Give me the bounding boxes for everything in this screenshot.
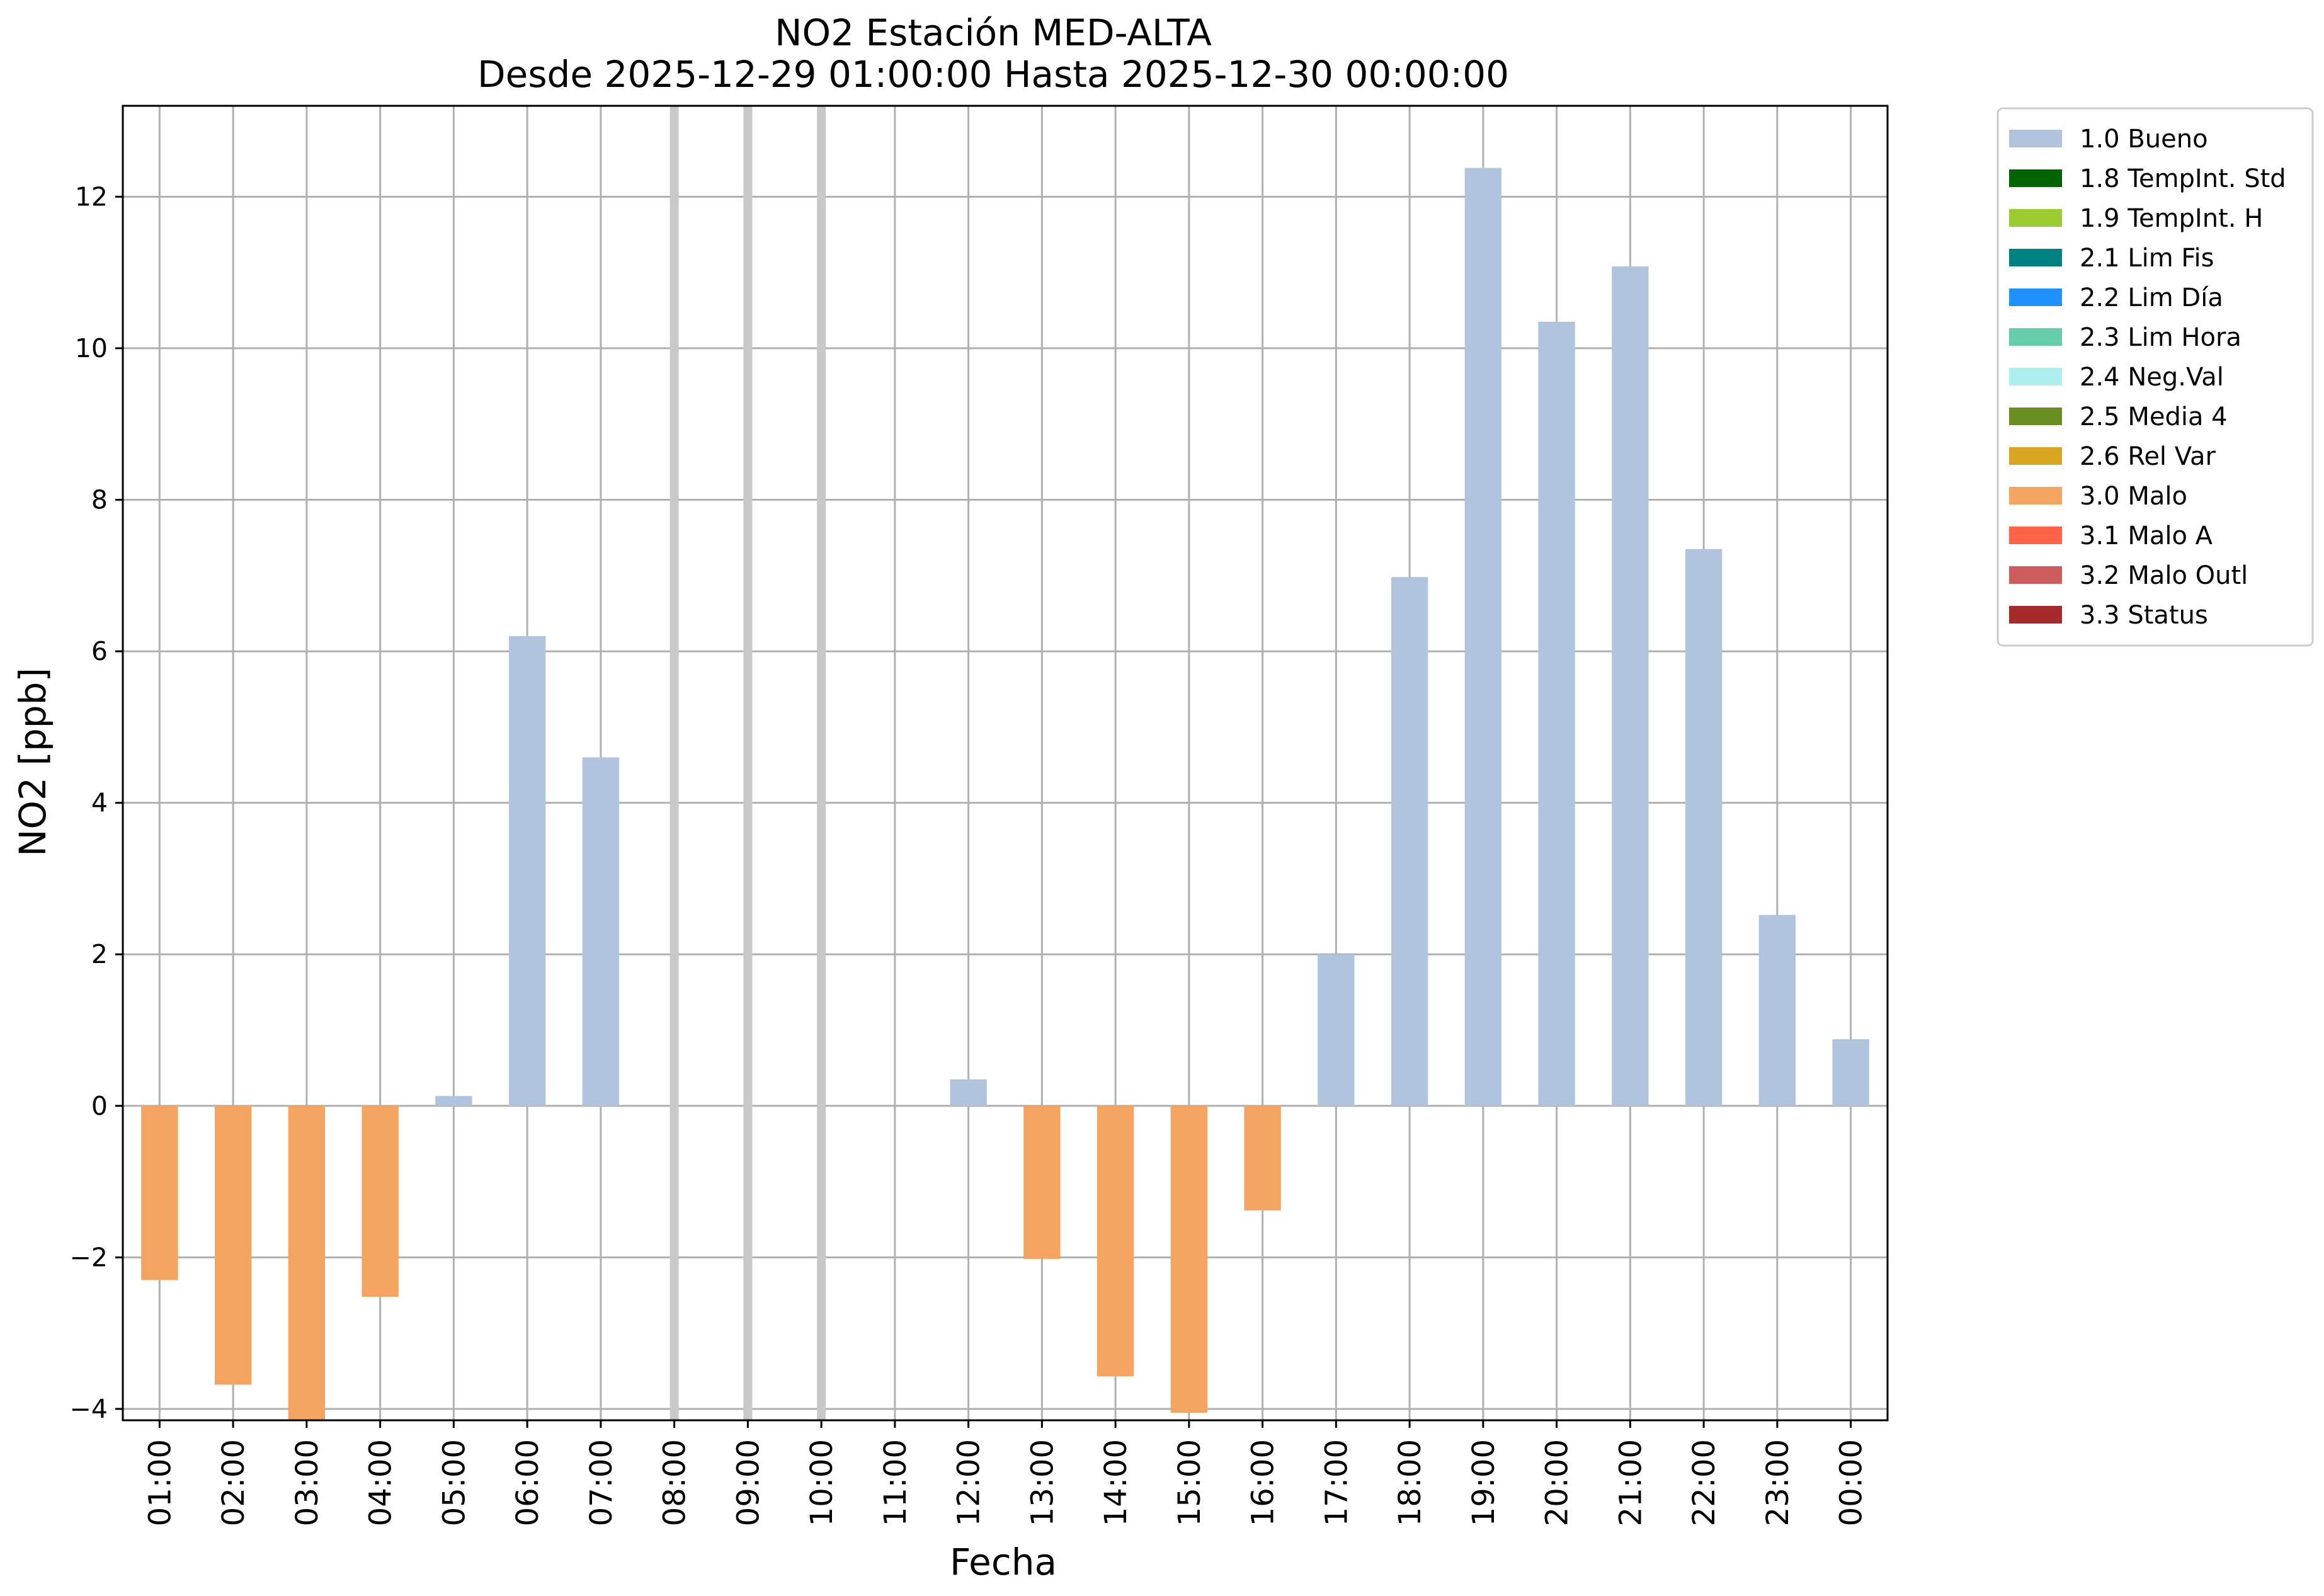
x-tick-label: 22:00 bbox=[1687, 1439, 1722, 1526]
x-axis-label: Fecha bbox=[950, 1541, 1057, 1583]
legend-label: 1.9 TempInt. H bbox=[2080, 204, 2263, 233]
legend-swatch bbox=[2009, 130, 2062, 147]
legend-label: 3.2 Malo Outl bbox=[2080, 561, 2248, 590]
legend-label: 2.6 Rel Var bbox=[2080, 442, 2216, 471]
bar bbox=[1096, 1105, 1134, 1377]
legend-swatch bbox=[2009, 209, 2062, 227]
legend-label: 1.8 TempInt. Std bbox=[2080, 164, 2286, 193]
x-tick-label: 13:00 bbox=[1025, 1439, 1060, 1526]
x-tick-label: 03:00 bbox=[290, 1439, 325, 1526]
bar bbox=[1832, 1039, 1869, 1106]
missing-data-markers bbox=[669, 106, 826, 1420]
x-tick-label: 02:00 bbox=[216, 1439, 251, 1526]
legend-label: 2.1 Lim Fis bbox=[2080, 244, 2214, 273]
legend-label: 3.1 Malo A bbox=[2080, 522, 2213, 550]
legend-swatch bbox=[2009, 447, 2062, 465]
chart-title: NO2 Estación MED-ALTA bbox=[775, 11, 1212, 54]
bar bbox=[141, 1105, 178, 1280]
x-tick-label: 04:00 bbox=[363, 1439, 399, 1526]
legend-label: 2.3 Lim Hora bbox=[2080, 323, 2241, 352]
bar bbox=[508, 636, 546, 1106]
legend-swatch bbox=[2009, 288, 2062, 306]
legend-label: 2.2 Lim Día bbox=[2080, 283, 2223, 312]
x-tick-label: 17:00 bbox=[1319, 1439, 1354, 1526]
x-tick-label: 09:00 bbox=[731, 1439, 766, 1526]
x-tick-label: 19:00 bbox=[1466, 1439, 1501, 1526]
bar bbox=[1170, 1105, 1208, 1413]
legend-swatch bbox=[2009, 527, 2062, 544]
legend-label: 2.4 Neg.Val bbox=[2080, 363, 2224, 392]
y-tick-label: 6 bbox=[91, 636, 108, 666]
bar bbox=[950, 1079, 987, 1106]
x-tick-label: 23:00 bbox=[1760, 1439, 1796, 1526]
x-tick-label: 10:00 bbox=[804, 1439, 840, 1526]
legend-box bbox=[1996, 107, 2314, 647]
x-tick-label: 01:00 bbox=[142, 1439, 178, 1526]
legend-swatch bbox=[2009, 487, 2062, 504]
x-tick-label: 18:00 bbox=[1393, 1439, 1428, 1526]
plot-frame bbox=[122, 105, 1889, 1422]
bar bbox=[1538, 321, 1575, 1106]
legend-swatch bbox=[2009, 408, 2062, 425]
legend-swatch bbox=[2009, 566, 2062, 584]
bar bbox=[1023, 1105, 1061, 1259]
bar bbox=[214, 1105, 252, 1385]
bar bbox=[1464, 168, 1502, 1106]
x-tick-label: 06:00 bbox=[510, 1439, 545, 1526]
legend-swatch bbox=[2009, 368, 2062, 385]
legend-swatch bbox=[2009, 249, 2062, 266]
bar bbox=[1685, 549, 1723, 1106]
y-tick-label: 8 bbox=[91, 484, 108, 515]
y-tick-label: 12 bbox=[75, 181, 108, 212]
y-tick-label: 10 bbox=[75, 333, 108, 363]
x-tick-label: 16:00 bbox=[1246, 1439, 1281, 1526]
y-axis-label: NO2 [ppb] bbox=[11, 668, 54, 857]
x-tick-label: 21:00 bbox=[1613, 1439, 1648, 1526]
x-tick-label: 12:00 bbox=[952, 1439, 987, 1526]
x-ticks: 01:00 02:00 03:00 04:00 05:00 06:00 07:00 08:00… bbox=[142, 1420, 1869, 1526]
legend-swatch bbox=[2009, 169, 2062, 187]
legend: 1.0 Bueno 1.8 TempInt. Std 1.9 TempInt. H 2… bbox=[1996, 107, 2314, 647]
x-tick-label: 11:00 bbox=[878, 1439, 913, 1526]
y-tick-label: −4 bbox=[70, 1394, 108, 1424]
bar bbox=[1244, 1105, 1281, 1211]
x-tick-label: 07:00 bbox=[584, 1439, 619, 1526]
bar bbox=[582, 757, 620, 1106]
chart-subtitle: Desde 2025-12-29 01:00:00 Hasta 2025-12-… bbox=[477, 53, 1509, 96]
y-tick-label: 4 bbox=[91, 788, 108, 818]
bar bbox=[1612, 266, 1649, 1106]
legend-label: 2.5 Media 4 bbox=[2080, 402, 2228, 431]
missing-marker bbox=[743, 106, 753, 1420]
legend-swatch bbox=[2009, 328, 2062, 346]
legend-label: 3.0 Malo bbox=[2080, 482, 2187, 511]
bar bbox=[435, 1096, 472, 1106]
bar bbox=[288, 1105, 326, 1420]
missing-marker bbox=[669, 106, 679, 1420]
x-tick-label: 20:00 bbox=[1540, 1439, 1575, 1526]
x-tick-label: 08:00 bbox=[658, 1439, 693, 1526]
bar bbox=[1758, 915, 1796, 1106]
legend-label: 3.3 Status bbox=[2080, 601, 2208, 630]
x-tick-label: 05:00 bbox=[436, 1439, 472, 1526]
missing-marker bbox=[817, 106, 826, 1420]
x-tick-label: 14:00 bbox=[1098, 1439, 1134, 1526]
y-ticks: −4 −2 0 2 4 6 8 10 12 bbox=[70, 181, 123, 1424]
y-tick-label: −2 bbox=[70, 1242, 108, 1272]
bar bbox=[1391, 577, 1428, 1106]
bar bbox=[1318, 954, 1355, 1106]
x-tick-label: 00:00 bbox=[1834, 1439, 1869, 1526]
legend-label: 1.0 Bueno bbox=[2080, 125, 2208, 154]
bar bbox=[362, 1105, 399, 1297]
bars bbox=[141, 168, 1869, 1420]
x-tick-label: 15:00 bbox=[1172, 1439, 1207, 1526]
y-tick-label: 2 bbox=[91, 939, 108, 969]
y-tick-label: 0 bbox=[91, 1091, 108, 1121]
legend-swatch bbox=[2009, 606, 2062, 624]
